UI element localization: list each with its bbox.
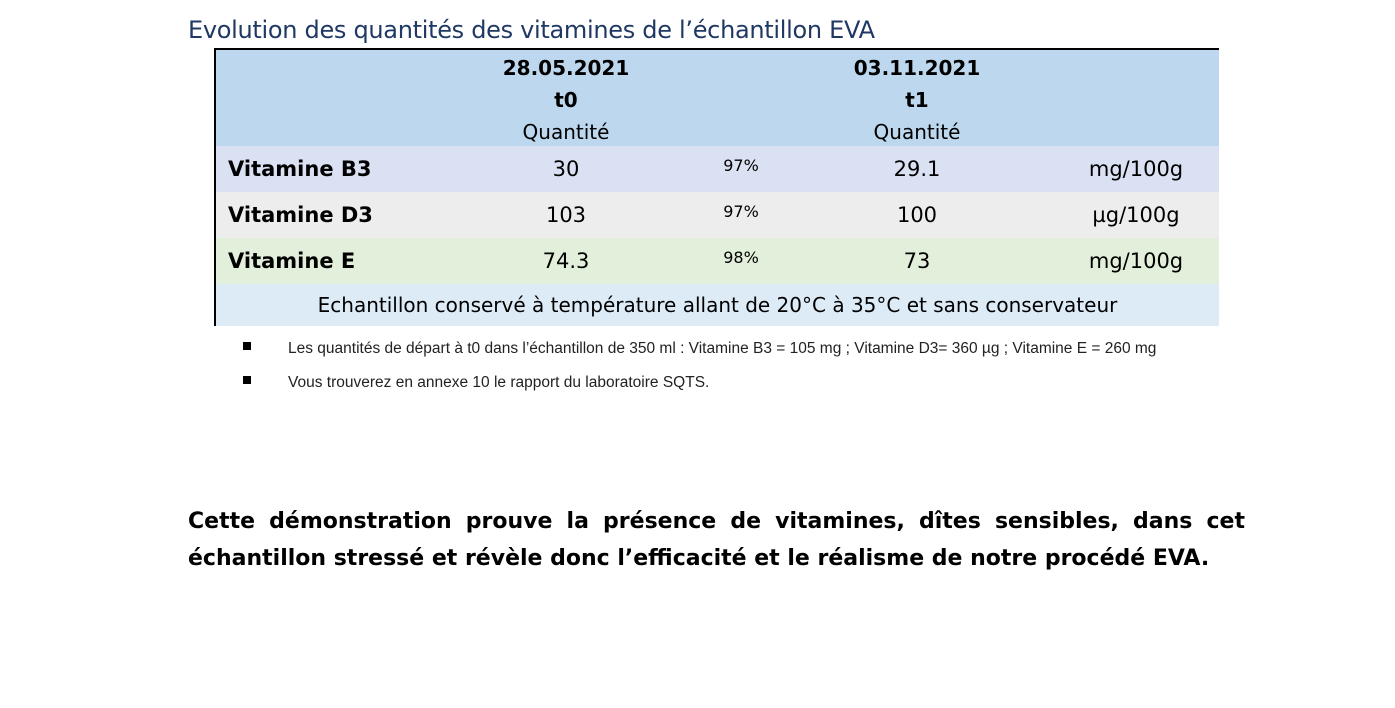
table-footer-note: Echantillon conservé à température allan… — [216, 284, 1219, 326]
unit: mg/100g — [1088, 157, 1184, 181]
list-item: Vous trouverez en annexe 10 le rapport d… — [240, 369, 1230, 397]
vitamins-table: 28.05.2021 t0 Quantité 03.11.2021 t1 Qua… — [214, 48, 1219, 326]
square-bullet-icon — [243, 376, 251, 384]
unit: mg/100g — [1088, 249, 1184, 273]
t0-date: 28.05.2021 — [502, 56, 630, 80]
vitamin-name: Vitamine E — [228, 249, 356, 273]
t1-date: 03.11.2021 — [853, 56, 981, 80]
t1-header: 03.11.2021 t1 Quantité — [817, 52, 1017, 148]
t0-quantity-label: Quantité — [522, 120, 610, 144]
bullet-text: Vous trouverez en annexe 10 le rapport d… — [288, 374, 710, 391]
unit: µg/100g — [1092, 203, 1180, 227]
vitamin-name: Vitamine D3 — [228, 203, 373, 227]
t0-value: 74.3 — [542, 249, 590, 273]
t1-value: 100 — [896, 203, 938, 227]
retention-percent: 97% — [723, 156, 759, 175]
retention-percent: 97% — [723, 202, 759, 221]
t0-value: 30 — [552, 157, 580, 181]
table-row: Vitamine D3 103 97% 100 µg/100g — [216, 192, 1219, 238]
list-item: Les quantités de départ à t0 dans l’écha… — [240, 335, 1230, 363]
vitamin-name: Vitamine B3 — [228, 157, 372, 181]
table-row: Vitamine B3 30 97% 29.1 mg/100g — [216, 146, 1219, 192]
t0-value: 103 — [545, 203, 587, 227]
t1-value: 73 — [903, 249, 931, 273]
bullet-text: Les quantités de départ à t0 dans l’écha… — [288, 340, 1157, 357]
t0-header: 28.05.2021 t0 Quantité — [466, 52, 666, 148]
table-header: 28.05.2021 t0 Quantité 03.11.2021 t1 Qua… — [216, 50, 1219, 146]
square-bullet-icon — [243, 342, 251, 350]
t0-label: t0 — [554, 88, 578, 112]
table-row: Vitamine E 74.3 98% 73 mg/100g — [216, 238, 1219, 284]
bullet-list: Les quantités de départ à t0 dans l’écha… — [240, 335, 1230, 403]
conclusion-paragraph: Cette démonstration prouve la présence d… — [188, 509, 1245, 571]
retention-percent: 98% — [723, 248, 759, 267]
t1-label: t1 — [905, 88, 929, 112]
t1-value: 29.1 — [893, 157, 941, 181]
page-title: Evolution des quantités des vitamines de… — [188, 16, 875, 44]
t1-quantity-label: Quantité — [873, 120, 961, 144]
